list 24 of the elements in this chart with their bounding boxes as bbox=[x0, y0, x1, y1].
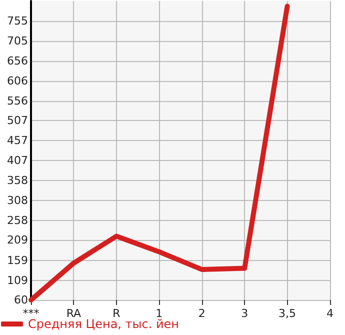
x-tick-label: R bbox=[112, 307, 121, 320]
y-tick-label: 308 bbox=[7, 194, 28, 207]
y-tick-label: 457 bbox=[7, 134, 28, 148]
x-tick-label: 3 bbox=[241, 307, 248, 320]
y-tick-label: 705 bbox=[7, 34, 28, 48]
x-tick-label: 4 bbox=[326, 307, 334, 320]
legend-label: Средняя Цена, тыс. йен bbox=[28, 317, 180, 331]
x-tick-label: 2 bbox=[198, 307, 206, 320]
y-tick-label: 606 bbox=[7, 74, 28, 88]
y-tick-label: 755 bbox=[7, 14, 28, 28]
y-tick-label: 656 bbox=[7, 54, 28, 68]
y-tick-label: 407 bbox=[7, 154, 28, 168]
x-tick-label: 3,5 bbox=[278, 307, 296, 320]
x-tick-label: *** bbox=[22, 307, 40, 320]
x-tick-label: 1 bbox=[156, 307, 163, 320]
y-tick-label: 358 bbox=[7, 174, 28, 187]
y-tick-label: 109 bbox=[7, 274, 28, 287]
x-tick-label: RA bbox=[66, 307, 82, 320]
y-tick-label: 60 bbox=[14, 294, 28, 306]
y-tick-label: 159 bbox=[7, 254, 28, 267]
y-tick-label: 209 bbox=[7, 234, 28, 247]
y-tick-label: 258 bbox=[7, 214, 28, 228]
y-tick-label: 507 bbox=[7, 114, 28, 128]
y-tick-label: 556 bbox=[7, 94, 28, 108]
